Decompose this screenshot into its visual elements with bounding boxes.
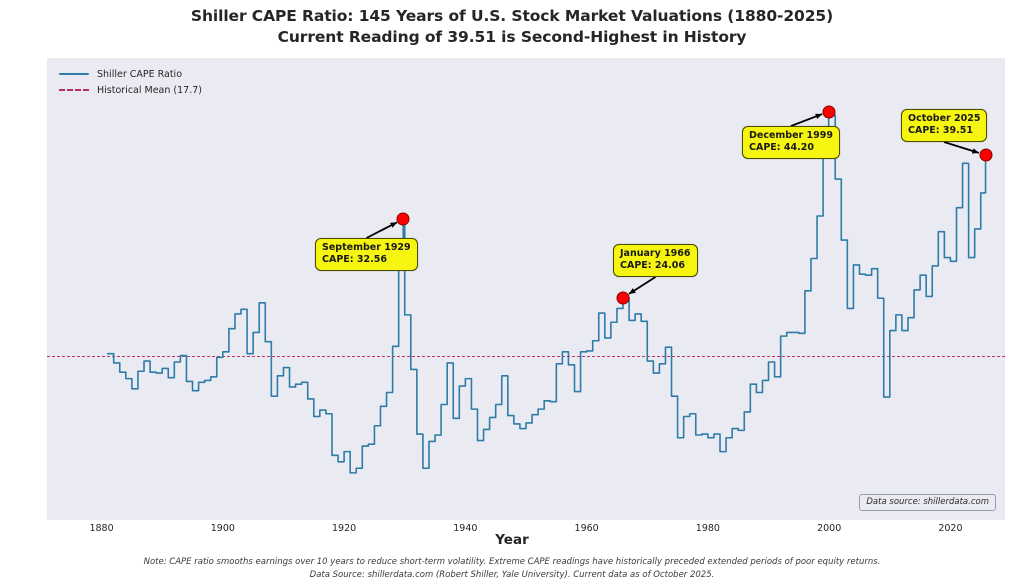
x-tick-label: 1980 <box>695 523 720 534</box>
cape-ratio-line <box>106 110 987 474</box>
chart-legend: Shiller CAPE Ratio Historical Mean (17.7… <box>57 64 208 102</box>
x-axis-label: Year <box>495 532 529 548</box>
plot-area: Shiller CAPE Ratio Historical Mean (17.7… <box>47 58 1005 520</box>
annotation-title: December 1999 <box>749 130 833 141</box>
annotation-box: October 2025 CAPE: 39.51 <box>901 109 988 143</box>
x-tick-label: 1960 <box>574 523 599 534</box>
x-tick-label: 2000 <box>817 523 842 534</box>
annotation-box: September 1929 CAPE: 32.56 <box>315 238 418 272</box>
data-source-box: Data source: shillerdata.com <box>859 494 996 511</box>
annotation-marker <box>616 291 630 305</box>
chart-title: Shiller CAPE Ratio: 145 Years of U.S. St… <box>0 6 1024 47</box>
annotation-box: December 1999 CAPE: 44.20 <box>742 126 840 160</box>
annotation-value: CAPE: 32.56 <box>322 254 387 266</box>
historical-mean-line <box>47 356 1005 358</box>
chart-title-line1: Shiller CAPE Ratio: 145 Years of U.S. St… <box>190 7 834 25</box>
x-tick-label: 2020 <box>938 523 963 534</box>
annotation-title: January 1966 <box>620 248 691 259</box>
annotation-title: September 1929 <box>322 242 411 253</box>
annotation-value: CAPE: 24.06 <box>620 260 685 272</box>
chart-footnotes: Note: CAPE ratio smooths earnings over 1… <box>0 556 1024 582</box>
annotation-marker <box>822 105 836 119</box>
annotation-marker <box>396 212 410 226</box>
annotation-box: January 1966 CAPE: 24.06 <box>613 244 698 278</box>
legend-item-mean: Historical Mean (17.7) <box>59 82 202 98</box>
legend-line-icon <box>59 67 89 81</box>
legend-item-cape: Shiller CAPE Ratio <box>59 66 202 82</box>
x-tick-label: 1920 <box>332 523 357 534</box>
legend-label-cape: Shiller CAPE Ratio <box>97 68 183 80</box>
footnote-line2: Data Source: shillerdata.com (Robert Shi… <box>309 569 715 580</box>
x-tick-label: 1940 <box>453 523 478 534</box>
annotation-arrows <box>366 113 980 295</box>
footnote-line1: Note: CAPE ratio smooths earnings over 1… <box>143 557 881 567</box>
chart-title-line2: Current Reading of 39.51 is Second-Highe… <box>277 27 747 46</box>
annotation-value: CAPE: 39.51 <box>908 125 973 137</box>
annotation-title: October 2025 <box>908 113 981 124</box>
legend-label-mean: Historical Mean (17.7) <box>97 84 202 96</box>
x-tick-label: 1900 <box>210 523 235 534</box>
legend-dashed-line-icon <box>59 83 89 97</box>
annotation-marker <box>979 148 993 162</box>
annotation-value: CAPE: 44.20 <box>749 142 814 154</box>
x-tick-label: 1880 <box>89 523 114 534</box>
